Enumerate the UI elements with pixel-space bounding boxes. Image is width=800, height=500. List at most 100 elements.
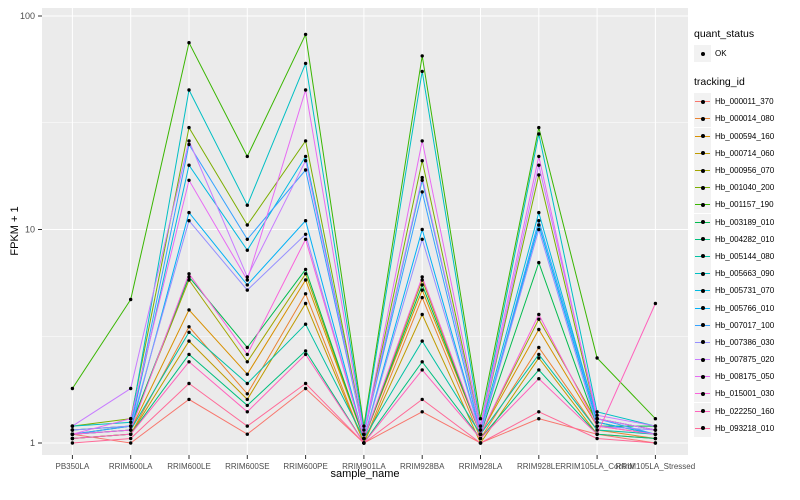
x-axis-title: sample_name — [330, 468, 400, 480]
legend-item-label: Hb_004282_010 — [715, 234, 775, 244]
data-point — [303, 219, 308, 223]
data-point — [537, 210, 541, 215]
data-point — [362, 424, 366, 428]
legend-item: Hb_001040_200 — [694, 179, 800, 197]
y-tick-label: 1 — [30, 438, 35, 448]
data-point — [420, 159, 424, 163]
point-icon — [700, 426, 705, 431]
point-icon — [700, 168, 705, 173]
data-point — [303, 32, 308, 37]
legend-item-label: Hb_005663_090 — [715, 269, 775, 279]
data-point — [478, 432, 483, 436]
point-icon — [700, 391, 705, 396]
legend-key-line-icon — [694, 213, 711, 231]
x-tick-label: RRIM928LA — [459, 462, 503, 471]
data-point — [478, 436, 483, 441]
y-tick-label: 10 — [25, 225, 35, 235]
data-point — [187, 275, 191, 279]
data-point — [420, 283, 424, 287]
data-point — [187, 163, 191, 167]
data-point — [187, 219, 191, 223]
data-point — [187, 381, 191, 386]
legend-item-label: Hb_005731_070 — [715, 286, 775, 296]
data-point — [537, 410, 541, 414]
data-point — [129, 420, 133, 424]
data-point — [420, 278, 424, 282]
data-point — [537, 132, 541, 136]
legend-key-line-icon — [694, 316, 711, 334]
data-point — [362, 428, 366, 432]
legend-key-line-icon — [694, 196, 711, 214]
data-point — [420, 190, 424, 194]
legend-item-label: Hb_000956_070 — [715, 166, 775, 176]
data-point — [303, 292, 308, 296]
data-point — [303, 386, 308, 391]
legend-item-label: Hb_000714_060 — [715, 148, 775, 158]
data-point — [537, 317, 541, 321]
data-point — [478, 424, 483, 428]
legend-key-line-icon — [694, 179, 711, 197]
legend-item: Hb_005663_090 — [694, 265, 800, 283]
point-icon — [700, 357, 705, 362]
data-point — [187, 360, 191, 364]
data-point — [245, 372, 249, 376]
data-point — [187, 272, 191, 276]
legend: quant_status OK tracking_id Hb_000011_37… — [694, 28, 800, 437]
data-point — [245, 283, 249, 287]
data-point — [245, 237, 249, 241]
data-point — [129, 441, 133, 445]
data-point — [420, 178, 424, 182]
legend-item: Hb_001157_190 — [694, 196, 800, 214]
data-point — [129, 432, 133, 436]
data-point — [420, 227, 424, 232]
legend-item-label: Hb_007875_020 — [715, 355, 775, 365]
data-point — [70, 436, 75, 441]
point-icon — [700, 409, 705, 414]
data-point — [245, 410, 249, 414]
x-tick-label: RRIM928LE — [517, 462, 561, 471]
data-point — [420, 54, 424, 58]
legend-item: Hb_007875_020 — [694, 351, 800, 369]
data-point — [362, 441, 366, 445]
data-point — [303, 301, 308, 306]
legend-item: Hb_000011_370 — [694, 93, 800, 111]
point-icon — [700, 288, 705, 293]
data-point — [245, 203, 249, 207]
point-icon — [700, 134, 705, 139]
legend-item-label: Hb_001040_200 — [715, 183, 775, 193]
data-point — [537, 260, 541, 265]
data-point — [245, 360, 249, 364]
legend-item: Hb_005144_080 — [694, 247, 800, 265]
data-point — [129, 386, 133, 391]
x-tick-label: RRIM928BA — [400, 462, 445, 471]
data-point — [537, 417, 541, 421]
x-tick-label: RRIM600LA — [109, 462, 153, 471]
point-icon — [700, 185, 705, 190]
data-point — [303, 61, 308, 66]
data-point — [595, 410, 599, 414]
data-point — [303, 322, 308, 326]
data-point — [303, 237, 308, 241]
data-point — [129, 428, 133, 432]
legend-key-line-icon — [694, 282, 711, 300]
data-point — [653, 417, 658, 421]
data-point — [245, 345, 249, 350]
data-point — [129, 417, 133, 421]
data-point — [653, 301, 658, 306]
legend-item-label: Hb_007386_030 — [715, 337, 775, 347]
data-point — [420, 368, 424, 372]
x-tick-label: RRIM600LE — [167, 462, 211, 471]
data-point — [420, 397, 424, 402]
point-icon — [700, 254, 705, 259]
legend-item: Hb_000714_060 — [694, 144, 800, 162]
data-point — [537, 368, 541, 372]
data-point — [187, 125, 191, 130]
data-point — [478, 428, 483, 432]
data-point — [303, 349, 308, 353]
data-point — [595, 432, 599, 436]
x-tick-label: RRIM600SE — [225, 462, 269, 471]
x-tick-label: PB350LA — [55, 462, 89, 471]
point-icon — [700, 374, 705, 379]
legend-key-line-icon — [694, 333, 711, 351]
legend-item-label: OK — [715, 49, 727, 59]
